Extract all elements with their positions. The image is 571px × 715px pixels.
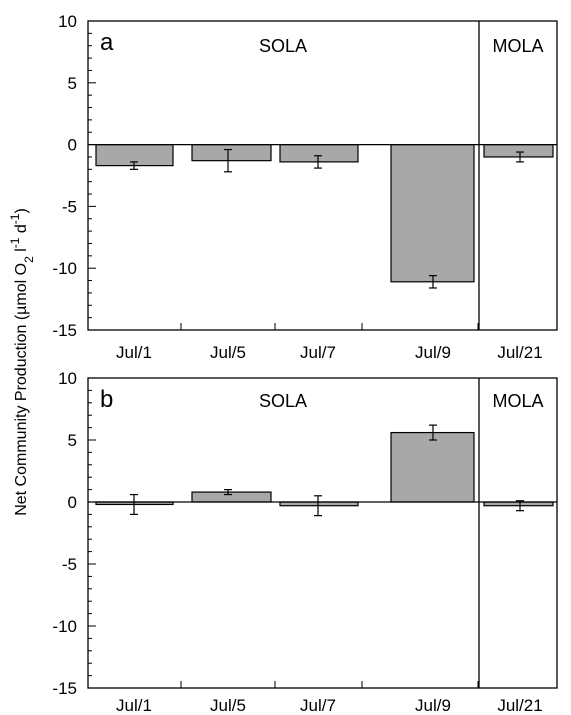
- x-category-label: Jul/9: [415, 343, 451, 362]
- y-axis-title: Net Community Production (µmol O2 l-1 d-…: [8, 208, 36, 516]
- bar-jul-5: [191, 144, 272, 162]
- panel-b: 10 5 0 -5 -10 -15 Jul/1 Jul/5 Jul/7 Jul/9 Jul/21 b S…: [52, 369, 558, 715]
- x-category-label: Jul/5: [210, 696, 246, 715]
- bar-jul-21: [483, 144, 554, 158]
- y-tick-label: 5: [68, 431, 77, 450]
- y-tick-label: -10: [52, 617, 77, 636]
- x-category-label: Jul/9: [415, 696, 451, 715]
- x-category-label: Jul/21: [497, 343, 542, 362]
- bar-jul-9: [390, 144, 475, 283]
- region-label-mola: MOLA: [492, 36, 543, 56]
- y-tick-label: -5: [62, 197, 77, 216]
- y-tick-label: 5: [68, 74, 77, 93]
- y-tick-label: -15: [52, 321, 77, 340]
- region-label-sola: SOLA: [259, 391, 307, 411]
- x-category-label: Jul/7: [300, 343, 336, 362]
- y-tick-label: -10: [52, 259, 77, 278]
- x-category-label: Jul/7: [300, 696, 336, 715]
- panel-letter: b: [100, 386, 113, 413]
- y-tick-label: 10: [58, 369, 77, 388]
- y-tick-label: -15: [52, 679, 77, 698]
- panel-letter: a: [100, 29, 114, 56]
- y-tick-label: 10: [58, 12, 77, 31]
- x-category-label: Jul/1: [116, 343, 152, 362]
- panels: 10 5 0 -5 -10 -15 Jul/1 Jul/5 Jul/7 Jul/9 Jul/21 a S…: [52, 12, 558, 715]
- x-category-label: Jul/5: [210, 343, 246, 362]
- panel-a: 10 5 0 -5 -10 -15 Jul/1 Jul/5 Jul/7 Jul/9 Jul/21 a S…: [52, 12, 558, 362]
- y-tick-label: -5: [62, 555, 77, 574]
- x-category-label: Jul/21: [497, 696, 542, 715]
- plot-frame: [87, 377, 558, 689]
- bar-jul-9: [390, 431, 475, 503]
- x-category-label: Jul/1: [116, 696, 152, 715]
- y-tick-label: 0: [68, 493, 77, 512]
- region-label-sola: SOLA: [259, 36, 307, 56]
- bar-jul-7: [279, 144, 359, 163]
- plot-frame: [87, 20, 558, 331]
- y-tick-label: 0: [68, 136, 77, 155]
- y-axis-label: Net Community Production (µmol O2 l-1 d-…: [8, 208, 36, 516]
- region-label-mola: MOLA: [492, 391, 543, 411]
- bar-jul-5: [191, 491, 272, 503]
